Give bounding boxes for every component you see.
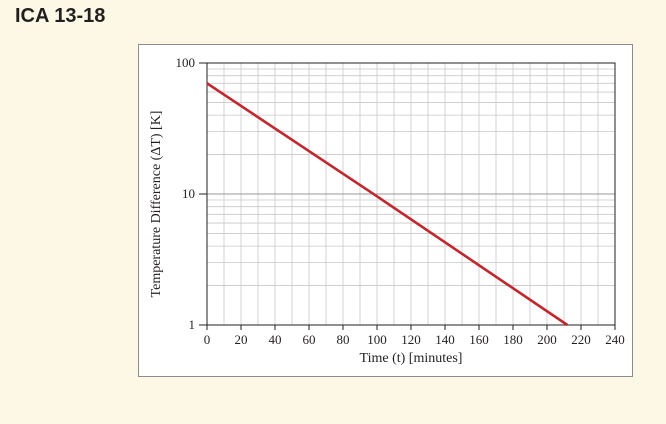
x-tick-label: 240	[605, 332, 625, 347]
chart-svg: 0 20 40 60 80 100 120 140 160 180 200 220 240110100 …	[149, 55, 625, 366]
x-tick-label: 60	[303, 332, 316, 347]
y-tick-label: 10	[182, 186, 195, 201]
chart-frame: 0 20 40 60 80 100 120 140 160 180 200 220 240 1 10 100 …	[138, 44, 633, 377]
x-tick-label: 100	[367, 332, 387, 347]
x-tick-label: 180	[503, 332, 523, 347]
series-line	[206, 82, 569, 327]
series-layer	[206, 82, 569, 327]
grid-layer	[207, 62, 615, 326]
x-tick-label: 160	[469, 332, 489, 347]
x-tick-label: 40	[269, 332, 282, 347]
x-tick-label: 80	[337, 332, 350, 347]
x-axis-label: Time (t) [minutes]	[360, 351, 463, 366]
x-tick-label: 0	[204, 332, 211, 347]
y-tick-label: 100	[176, 55, 196, 70]
page-title: ICA 13-18	[15, 5, 106, 27]
ticks-layer: 0 20 40 60 80 100 120 140 160 180 200 220 240 1 10 100	[176, 55, 625, 347]
y-axis-label: Temperature Difference (ΔT) [K]	[149, 111, 164, 298]
x-tick-label: 220	[571, 332, 591, 347]
x-tick-label: 200	[537, 332, 557, 347]
x-tick-label: 140	[435, 332, 455, 347]
x-tick-label: 120	[401, 332, 421, 347]
x-tick-label: 20	[235, 332, 248, 347]
y-tick-label: 1	[189, 317, 196, 332]
